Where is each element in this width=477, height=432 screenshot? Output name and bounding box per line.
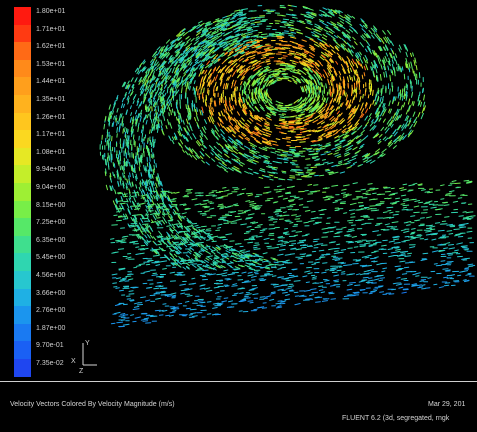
legend-swatch (14, 218, 31, 237)
legend-swatch (14, 77, 31, 96)
legend-swatch (14, 235, 31, 254)
plot-date: Mar 29, 201 (428, 401, 466, 408)
legend-label: 1.08e+01 (36, 148, 66, 156)
legend-swatch (14, 341, 31, 360)
legend-swatch (14, 183, 31, 202)
legend-label: 7.35e-02 (36, 360, 64, 367)
axis-label-z: Z (79, 368, 84, 373)
legend-label: 3.66e+00 (36, 289, 66, 297)
legend-swatch (14, 95, 31, 114)
axis-label-y: Y (85, 340, 90, 347)
legend-label: 9.70e-01 (36, 342, 64, 350)
legend-label: 2.76e+00 (36, 307, 66, 315)
velocity-vector-plot[interactable] (0, 0, 477, 381)
legend-swatch (14, 7, 31, 26)
legend-swatch (14, 359, 31, 378)
legend-swatch (14, 288, 31, 307)
legend-swatch (14, 42, 31, 61)
legend-label: 8.15e+00 (36, 201, 66, 209)
legend-swatch (14, 200, 31, 219)
legend-label: 9.04e+00 (36, 184, 66, 191)
legend-swatch (14, 130, 31, 149)
legend-swatch (14, 165, 31, 184)
legend-swatch (14, 24, 31, 43)
colormap-legend: 1.80e+01 1.71e+01 1.62e+01 1.53e+01 1.44e+01… (14, 7, 144, 379)
legend-swatch (14, 323, 31, 342)
colormap-bar (14, 7, 31, 378)
legend-label: 1.26e+01 (36, 113, 66, 121)
legend-label: 1.80e+01 (36, 8, 66, 15)
legend-swatch (14, 59, 31, 78)
legend-label: 1.87e+00 (36, 324, 66, 332)
solver-info: FLUENT 6.2 (3d, segregated, rngk (342, 415, 450, 422)
legend-swatch (14, 306, 31, 325)
vector-field (99, 4, 476, 328)
legend-label: 1.62e+01 (36, 43, 66, 51)
plot-caption: Velocity Vectors Colored By Velocity Mag… (10, 401, 175, 408)
legend-swatch (14, 147, 31, 166)
legend-label: 5.45e+00 (36, 254, 66, 262)
legend-swatch (14, 271, 31, 290)
legend-label: 9.94e+00 (36, 166, 66, 174)
legend-label: 1.44e+01 (36, 78, 66, 86)
legend-label: 1.17e+01 (36, 131, 66, 139)
legend-label: 1.35e+01 (36, 96, 66, 103)
legend-swatch (14, 253, 31, 272)
legend-label: 7.25e+00 (36, 219, 66, 227)
legend-label: 6.35e+00 (36, 236, 66, 244)
legend-label: 1.71e+01 (36, 25, 66, 33)
caption-divider (0, 381, 477, 382)
axis-triad: Y X Z (71, 340, 97, 373)
legend-label: 1.53e+01 (36, 60, 66, 68)
axis-label-x: X (71, 358, 76, 365)
legend-label: 4.56e+00 (36, 272, 66, 279)
legend-swatch (14, 112, 31, 131)
